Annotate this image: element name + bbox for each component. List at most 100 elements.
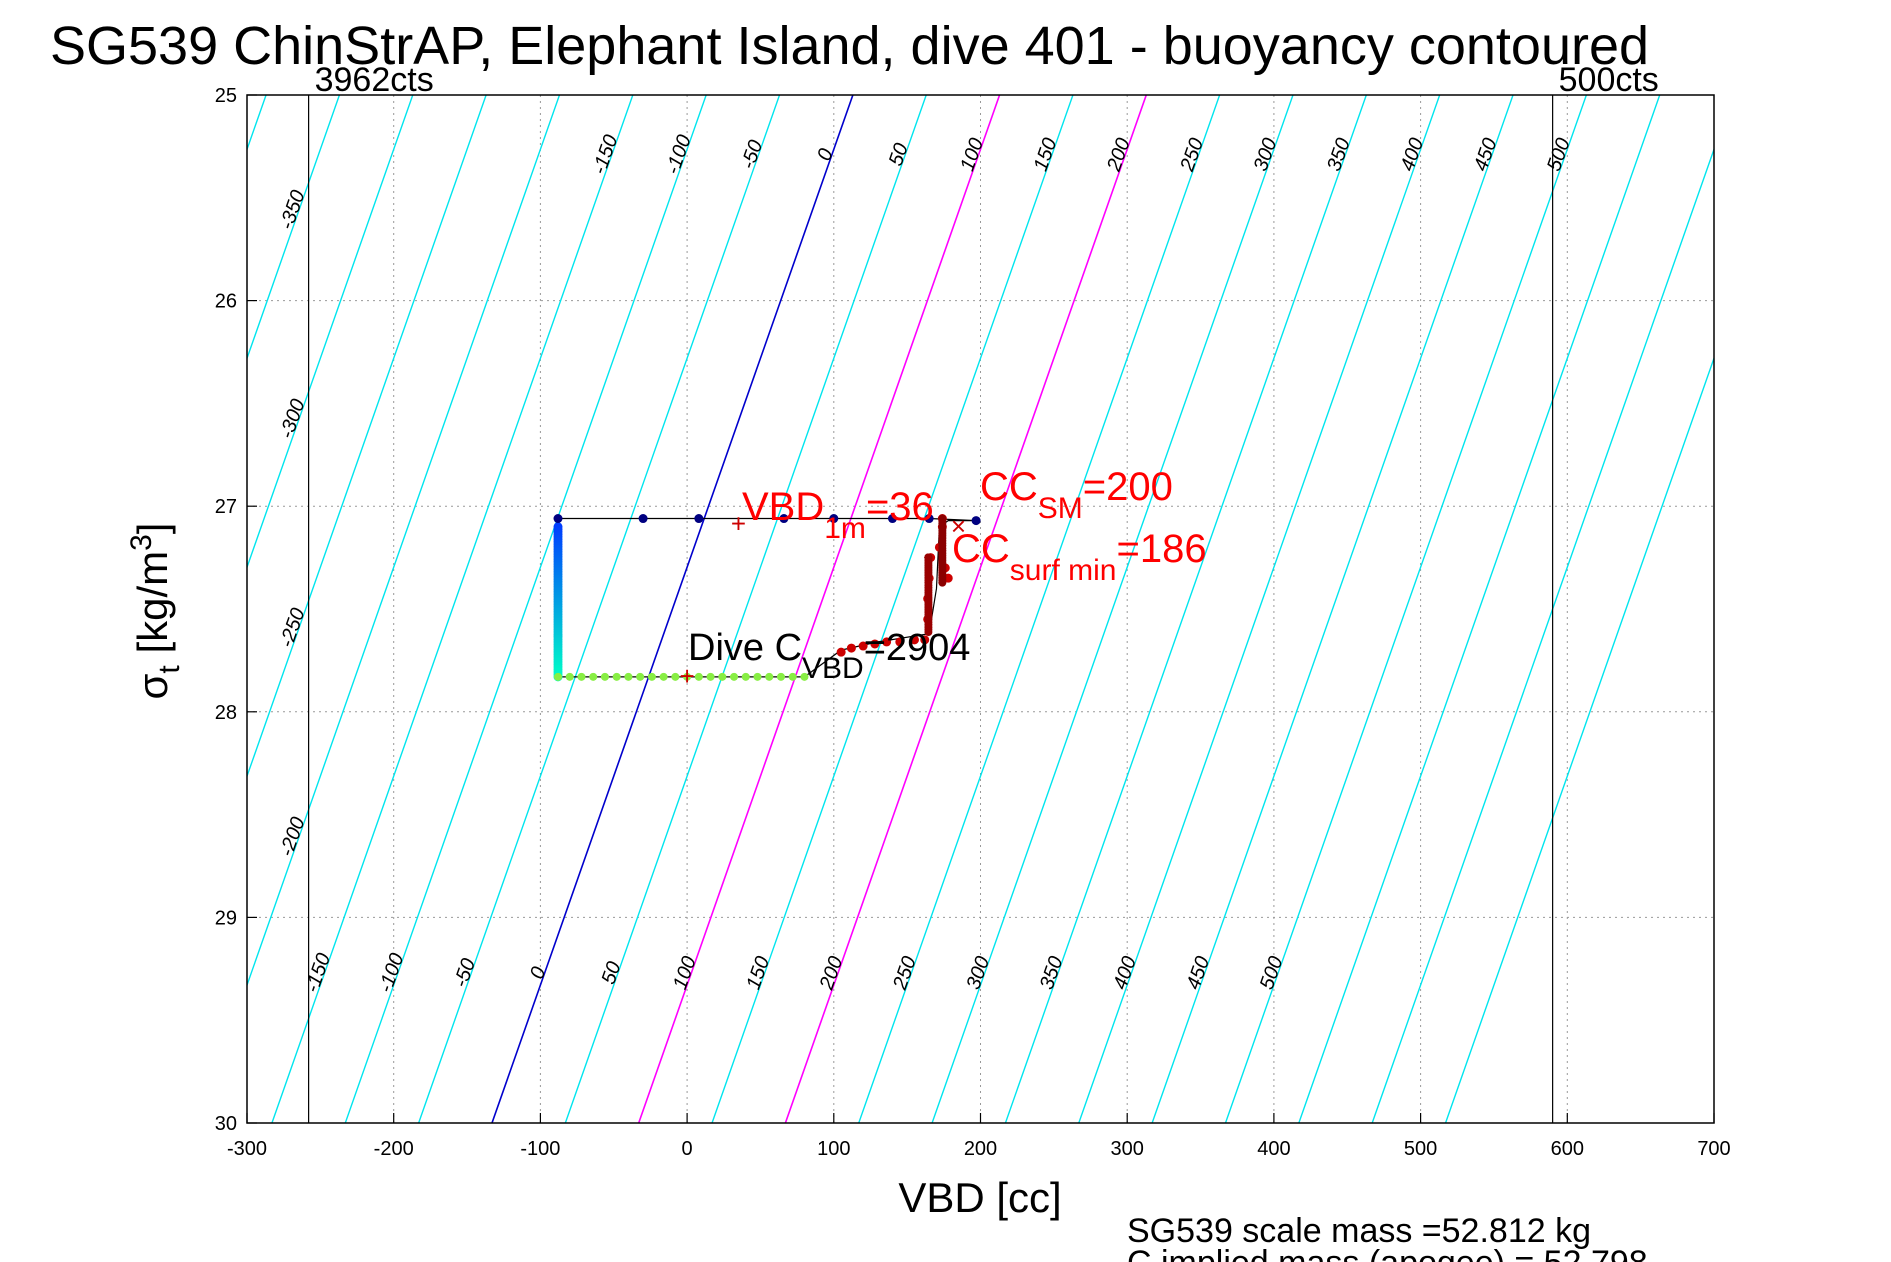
apogee-dot [577,672,586,681]
surface-dot [924,514,934,524]
dive-c-tail: =2904 [864,627,971,669]
surface-dot [779,514,789,524]
cc-surf-main: CC [952,527,1010,571]
y-tick-label: 30 [215,1113,237,1135]
svg-text:Dive CVBD=2904: Dive CVBD=2904 [688,627,970,685]
x-tick-label: 100 [817,1138,850,1160]
x-axis-label: VBD [cc] [898,1174,1061,1221]
contour-line [344,95,707,1123]
cc-sm-main: CC [980,465,1038,509]
y-axis-label-close: ] [129,523,176,535]
x-tick-label: 600 [1551,1138,1584,1160]
contour-line [1298,95,1661,1123]
ascent-dot [895,637,905,647]
ascent-dot [920,635,930,645]
y-axis-label-main: σ [129,673,176,699]
contour-line [417,95,781,1123]
surface-dot [638,514,648,524]
contour-line [247,95,561,988]
annotation-cc-sm: CCSM=200 [980,465,1173,525]
y-axis-label: σt [kg/m3] [125,523,186,700]
dive-c-sub: VBD [802,652,864,685]
x-tick-label: 400 [1257,1138,1290,1160]
contour-line [247,95,414,570]
cc-surf-sub: surf min [1010,554,1117,587]
apogee-dot [636,672,645,681]
contour-line [784,95,1148,1123]
ascent-dot [909,635,919,645]
dive-c-main: Dive C [688,627,802,669]
vbd-limit-lines: 3962cts 500cts [308,61,1659,1123]
x-tick-label: -200 [374,1138,414,1160]
plot-area [247,95,1714,1123]
ascent-dot [846,643,856,653]
contour-line [931,95,1294,1123]
contour-line [271,95,634,1123]
apogee-dot [706,672,715,681]
ascent-dot [882,637,892,647]
ascent-dot [836,647,846,657]
y-axis-ticks: 25 26 27 28 29 30 [215,85,257,1135]
contour-line [247,95,487,779]
y-tick-label: 25 [215,85,237,107]
x-tick-label: 300 [1111,1138,1144,1160]
contour-line [1151,95,1514,1123]
y-axis-label-sup: 3 [125,534,158,551]
marker: × [951,511,966,541]
contour-line [1004,95,1367,1123]
cc-sm-tail: =200 [1083,465,1173,509]
apogee-dot [659,672,668,681]
apogee-dot [694,672,703,681]
surface-dot [971,516,981,526]
svg-text:CCSM=200: CCSM=200 [980,465,1173,525]
vbd-limit-label: 3962cts [315,61,434,99]
contour-line [247,95,341,361]
annotation-cc-surf-min: CCsurf min=186 [952,527,1207,587]
ascent-column-dot [924,628,933,637]
apogee-dot [589,672,598,681]
surface-dot [829,514,839,524]
ascent-column-dot [938,578,947,587]
apogee-dot [800,672,809,681]
footer-implied-mass: C implied mass (apogee) = 52.798 [1127,1244,1648,1262]
svg-text:CCsurf min=186: CCsurf min=186 [952,527,1207,587]
y-axis-label-unit: [kg/m [129,551,176,665]
apogee-dot [683,672,692,681]
annotation-dive-c: Dive CVBD=2904 [688,627,970,685]
x-tick-label: 200 [964,1138,997,1160]
annotation-vbd1m: VBD1m=36 [742,485,934,545]
ascent-dot [870,639,880,649]
vbd1m-tail: =36 [866,485,934,529]
apogee-dot [600,672,609,681]
apogee-dot [718,672,727,681]
surface-dot [887,514,897,524]
dive-track [553,514,981,682]
vbd1m-sub: 1m [824,512,866,545]
x-tick-label: 500 [1404,1138,1437,1160]
apogee-dot [612,672,621,681]
svg-text:VBD1m=36: VBD1m=36 [742,485,934,545]
marker: + [731,509,746,539]
marker: + [680,661,695,691]
surface-dot [553,514,563,524]
apogee-dot [647,672,656,681]
x-tick-label: -300 [227,1138,267,1160]
footer-scale-mass: SG539 scale mass =52.812 kg [1127,1212,1591,1250]
y-tick-label: 29 [215,907,237,929]
apogee-dot [776,672,785,681]
contour-line [1444,356,1714,1123]
apogee-dot [730,672,739,681]
y-tick-label: 28 [215,702,237,724]
vbd-limit-label: 500cts [1559,61,1659,99]
surface-dot [694,514,704,524]
y-tick-label: 27 [215,496,237,518]
apogee-dot [741,672,750,681]
contour-line [1224,95,1588,1123]
cc-surf-tail: =186 [1116,527,1206,571]
contour-line [858,95,1221,1123]
vbd1m-main: VBD [742,485,824,529]
ascent-dot [858,641,868,651]
y-axis-label-sub: t [153,665,186,674]
y-tick-label: 26 [215,291,237,313]
